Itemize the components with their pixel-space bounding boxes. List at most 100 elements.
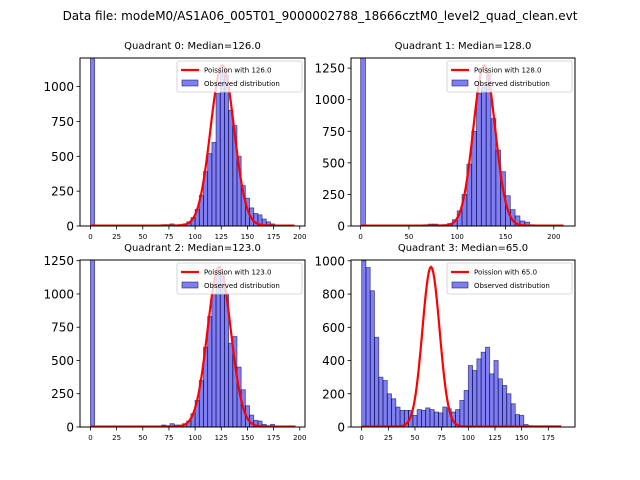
histogram-bar — [224, 75, 230, 226]
axes-frame — [79, 57, 306, 227]
y-tick-label: 0 — [66, 220, 74, 234]
histogram-bar — [360, 58, 366, 226]
histogram-bar — [484, 346, 491, 427]
y-tick-label: 0 — [337, 421, 345, 435]
subplot-title: Quadrant 2: Median=123.0 — [124, 243, 261, 254]
histogram-bar — [365, 267, 371, 427]
x-tick-label: 50 — [404, 233, 413, 241]
x-tick-label: 200 — [293, 233, 306, 241]
y-tick-label: 500 — [51, 354, 74, 368]
histogram-bar — [207, 316, 213, 427]
histogram-bar — [476, 358, 482, 427]
y-tick-label: 800 — [322, 288, 345, 302]
x-tick-label: 125 — [488, 434, 501, 442]
x-tick-label: 150 — [241, 233, 254, 241]
legend: Poission with 65.0 Observed distribution — [446, 262, 573, 295]
legend-box — [446, 262, 573, 295]
legend-label-poisson: Poission with 123.0 — [204, 269, 272, 277]
histogram-bar — [502, 385, 508, 427]
y-tick-label: 0 — [337, 220, 345, 234]
x-tick-label: 100 — [188, 434, 201, 442]
y-tick-label: 250 — [322, 188, 345, 202]
x-tick-label: 100 — [451, 233, 464, 241]
histogram-bar — [378, 376, 384, 427]
histogram-bar — [211, 141, 217, 226]
legend-label-poisson: Poission with 65.0 — [474, 269, 537, 277]
y-tick-label: 1250 — [314, 62, 345, 76]
histogram-bar — [395, 406, 401, 427]
y-tick-label: 750 — [51, 115, 74, 129]
histogram-bar — [219, 72, 225, 226]
histogram-bar — [420, 409, 427, 427]
subplot-title: Quadrant 0: Median=126.0 — [124, 41, 261, 52]
histogram-bar — [228, 342, 234, 427]
subplot-quadrant-3: Quadrant 3: Median=65.0 0 25 50 75 100 125 150 1… — [314, 243, 576, 442]
histogram-bar — [386, 393, 392, 427]
x-tick-label: 150 — [241, 434, 254, 442]
plot-area — [361, 260, 562, 427]
histogram-bar — [207, 153, 213, 226]
x-tick-label: 125 — [215, 434, 228, 442]
x-tick-label: 125 — [215, 233, 228, 241]
x-tick-label: 25 — [112, 434, 121, 442]
x-tick-label: 50 — [138, 434, 147, 442]
histogram-bar — [382, 380, 388, 427]
histogram-bar — [90, 260, 96, 427]
y-tick-label: 1000 — [314, 93, 345, 107]
histogram-bar — [510, 403, 516, 427]
histogram-bar — [480, 351, 486, 427]
x-tick-label: 175 — [542, 434, 555, 442]
legend-label-observed: Observed distribution — [474, 80, 550, 88]
histogram-bar — [211, 293, 217, 427]
x-tick-label: 0 — [359, 434, 363, 442]
y-tick-label: 750 — [322, 125, 345, 139]
histogram-bar — [514, 414, 520, 427]
histogram-bar — [374, 336, 380, 427]
y-tick-label: 1000 — [43, 287, 74, 301]
y-tick-label: 1250 — [43, 254, 74, 268]
legend-bar-swatch — [451, 281, 469, 289]
legend-label-poisson: Poission with 126.0 — [204, 67, 272, 75]
legend-label-poisson: Poission with 128.0 — [474, 67, 542, 75]
histogram-bar — [228, 109, 234, 226]
histogram-bar — [90, 58, 96, 226]
histogram-bar — [485, 74, 492, 226]
histogram-bar — [425, 407, 431, 427]
legend-label-observed: Observed distribution — [474, 282, 550, 290]
histogram-bar — [489, 373, 495, 427]
histogram-bar — [391, 398, 397, 427]
x-tick-label: 75 — [164, 434, 173, 442]
y-tick-label: 500 — [322, 156, 345, 170]
x-tick-label: 50 — [411, 434, 420, 442]
histogram-bar — [369, 290, 375, 427]
histogram-bar — [219, 273, 225, 427]
x-tick-label: 75 — [164, 233, 173, 241]
histogram-bar — [438, 412, 444, 427]
x-tick-label: 100 — [188, 233, 201, 241]
legend-box — [176, 60, 303, 93]
legend: Poission with 123.0 Observed distribution — [176, 262, 303, 295]
legend-label-observed: Observed distribution — [204, 80, 280, 88]
y-tick-label: 1000 — [43, 80, 74, 94]
x-tick-label: 0 — [88, 434, 92, 442]
histogram-bar — [476, 92, 482, 226]
legend-bar-swatch — [181, 79, 199, 87]
histogram-bar — [361, 260, 367, 427]
y-tick-label: 500 — [51, 150, 74, 164]
subplot-quadrant-0: Quadrant 0: Median=126.0 0 25 50 75 100 125 150… — [43, 41, 306, 241]
y-tick-label: 750 — [51, 321, 74, 335]
histogram-bar — [433, 411, 439, 427]
axes-frame — [79, 259, 306, 428]
y-tick-label: 200 — [322, 387, 345, 401]
x-tick-label: 200 — [293, 434, 306, 442]
subplot-title: Quadrant 1: Median=128.0 — [395, 41, 532, 52]
x-tick-label: 0 — [358, 233, 362, 241]
subplot-quadrant-2: Quadrant 2: Median=123.0 0 25 50 75 100 125 150… — [43, 243, 306, 442]
x-tick-label: 25 — [384, 434, 393, 442]
histogram-bar — [506, 393, 512, 427]
x-tick-label: 200 — [547, 233, 560, 241]
legend-bar-swatch — [451, 79, 469, 87]
legend-box — [446, 60, 573, 93]
legend: Poission with 128.0 Observed distribution — [446, 60, 573, 93]
y-tick-label: 1000 — [314, 254, 345, 268]
